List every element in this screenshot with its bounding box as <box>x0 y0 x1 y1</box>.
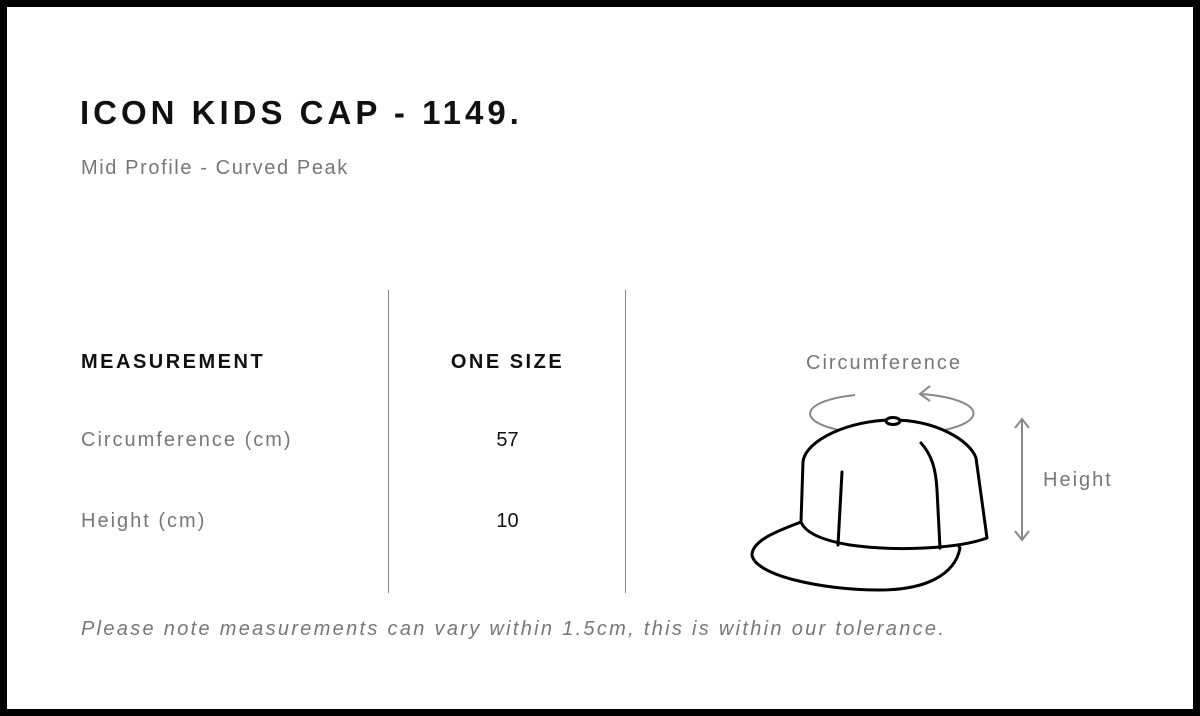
column-divider <box>625 290 626 593</box>
height-label: Height <box>1043 469 1113 491</box>
circumference-label: Circumference <box>806 352 963 374</box>
tolerance-note: Please note measurements can vary within… <box>81 618 947 640</box>
row-value-height: 10 <box>496 510 519 532</box>
row-label-height: Height (cm) <box>81 510 207 532</box>
row-label-circumference: Circumference (cm) <box>81 429 293 451</box>
column-divider <box>388 290 389 593</box>
page-subtitle: Mid Profile - Curved Peak <box>81 157 349 179</box>
header-measurement: MEASUREMENT <box>81 351 266 373</box>
row-value-circumference: 57 <box>496 429 519 451</box>
header-one-size: ONE SIZE <box>450 351 565 373</box>
height-arrow-icon <box>1014 417 1030 542</box>
page-title: ICON KIDS CAP - 1149. <box>80 94 523 131</box>
